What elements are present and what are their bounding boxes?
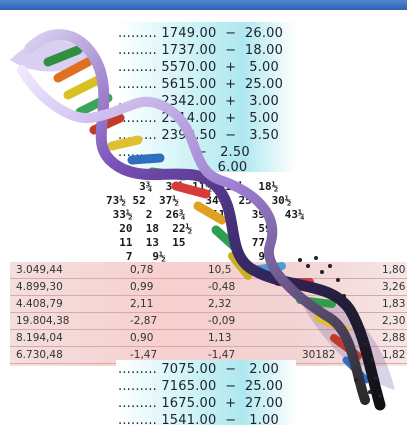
table-cell: -1,47 — [208, 349, 236, 361]
table-cell: 19.804,38 — [16, 315, 70, 327]
ticker-line: ......... 1675.00 + 27.00 — [118, 396, 284, 411]
ticker-line: 6.00 — [118, 160, 248, 175]
table-row: 4.899,30 0,99 -0,48 3,26 — [10, 279, 407, 296]
table-cell: 4.408,79 — [16, 298, 63, 310]
ticker-column-bottom — [116, 360, 296, 425]
table-cell: 10,5 — [208, 264, 232, 276]
quotes-table: 3.049,44 0,78 10,5 1,80 4.899,30 0,99 -0… — [10, 262, 407, 366]
fraction-line: 11 13 15 77 — [106, 236, 265, 249]
table-cell: -0,48 — [208, 281, 236, 293]
helix-dot-texture — [298, 256, 382, 398]
table-cell: 2,30 — [382, 315, 406, 327]
top-accent-bar — [0, 0, 407, 10]
dna-backbone-strand — [24, 29, 386, 411]
ticker-line: ......... 1541.00 − 1.00 — [118, 413, 279, 428]
table-cell: 0,78 — [130, 264, 154, 276]
table-cell: 8.194,04 — [16, 332, 63, 344]
table-cell: -2,87 — [130, 315, 158, 327]
dna-backbone-strand — [17, 65, 370, 405]
table-cell: -0,09 — [208, 315, 236, 327]
table-cell: -1,47 — [130, 349, 158, 361]
ticker-line: ......... 1737.00 − 18.00 — [118, 43, 284, 58]
table-cell: 3,26 — [382, 281, 406, 293]
table-row: 3.049,44 0,78 10,5 1,80 — [10, 262, 407, 279]
table-cell: 1,13 — [208, 332, 232, 344]
table-row: 19.804,38 -2,87 -0,09 2,30 — [10, 313, 407, 330]
ticker-line: ......... 7165.00 − 25.00 — [118, 379, 284, 394]
table-cell: 3.049,44 — [16, 264, 63, 276]
table-cell: 0,90 — [130, 332, 154, 344]
base-pairs — [43, 45, 370, 384]
ticker-line: ......... 7075.00 − 2.00 — [118, 362, 279, 377]
table-cell: 2,32 — [208, 298, 232, 310]
table-cell: 2,88 — [382, 332, 406, 344]
ticker-line: ......... 5615.00 + 25.00 — [118, 77, 284, 92]
table-cell: 2,11 — [130, 298, 154, 310]
ticker-line: ......... 5570.00 + 5.00 — [118, 60, 279, 75]
table-cell: 1,82 — [382, 349, 406, 361]
table-cell: 4.899,30 — [16, 281, 63, 293]
table-row: 8.194,04 0,90 1,13 2,88 — [10, 330, 407, 347]
ticker-line: ......... 1749.00 − 26.00 — [118, 26, 284, 41]
table-cell: 1,83 — [382, 298, 406, 310]
table-cell: 30182 — [302, 349, 336, 361]
table-cell: 1,80 — [382, 264, 406, 276]
table-cell: 6.730,48 — [16, 349, 63, 361]
table-row: 4.408,79 2,11 2,32 1,83 — [10, 296, 407, 313]
table-cell: 0,99 — [130, 281, 154, 293]
